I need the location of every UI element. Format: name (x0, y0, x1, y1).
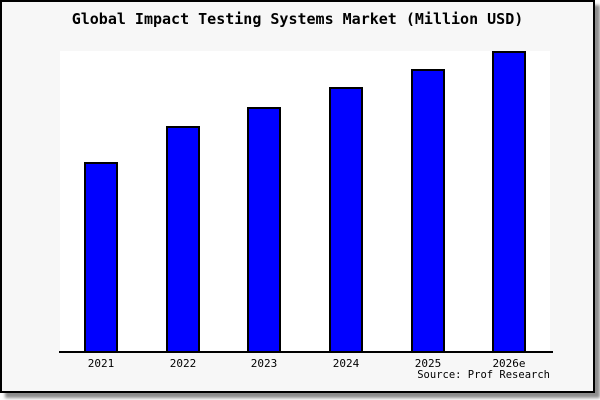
chart-frame: Global Impact Testing Systems Market (Mi… (0, 0, 595, 393)
x-tick-label-2024: 2024 (332, 357, 360, 370)
x-tick-label-2021: 2021 (87, 357, 115, 370)
bar-2023 (247, 107, 281, 351)
x-axis-line (59, 351, 553, 353)
bar-2026e (492, 51, 526, 351)
source-credit: Source: Prof Research (417, 369, 550, 381)
bar-2025 (411, 69, 445, 351)
x-tick-label-2026e: 2026e (492, 357, 526, 370)
x-tick-label-2022: 2022 (169, 357, 197, 370)
bar-2021 (84, 162, 118, 351)
bar-2022 (166, 126, 200, 351)
plot-area (60, 51, 550, 351)
x-tick-label-2023: 2023 (250, 357, 278, 370)
bar-2024 (329, 87, 363, 351)
x-tick-label-2025: 2025 (414, 357, 442, 370)
chart-title: Global Impact Testing Systems Market (Mi… (71, 10, 524, 28)
